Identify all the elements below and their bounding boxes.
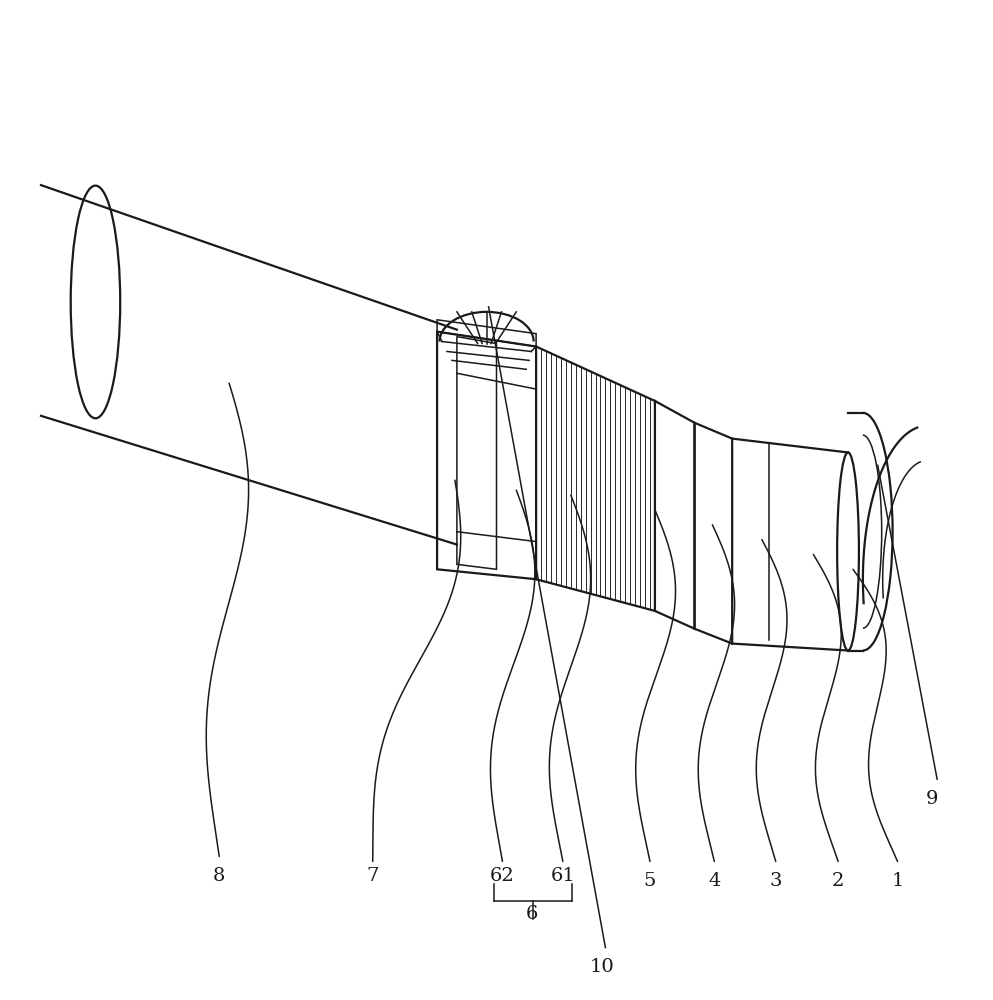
Text: 10: 10 xyxy=(590,958,615,976)
Text: 7: 7 xyxy=(366,867,379,885)
Text: 6: 6 xyxy=(526,905,538,923)
Text: 4: 4 xyxy=(708,872,721,890)
Text: 9: 9 xyxy=(925,790,938,808)
Text: 1: 1 xyxy=(892,872,904,890)
Text: 2: 2 xyxy=(832,872,844,890)
Text: 62: 62 xyxy=(491,867,514,885)
Text: 8: 8 xyxy=(213,867,225,885)
Text: 5: 5 xyxy=(643,872,656,890)
Text: 61: 61 xyxy=(550,867,575,885)
Text: 3: 3 xyxy=(770,872,782,890)
